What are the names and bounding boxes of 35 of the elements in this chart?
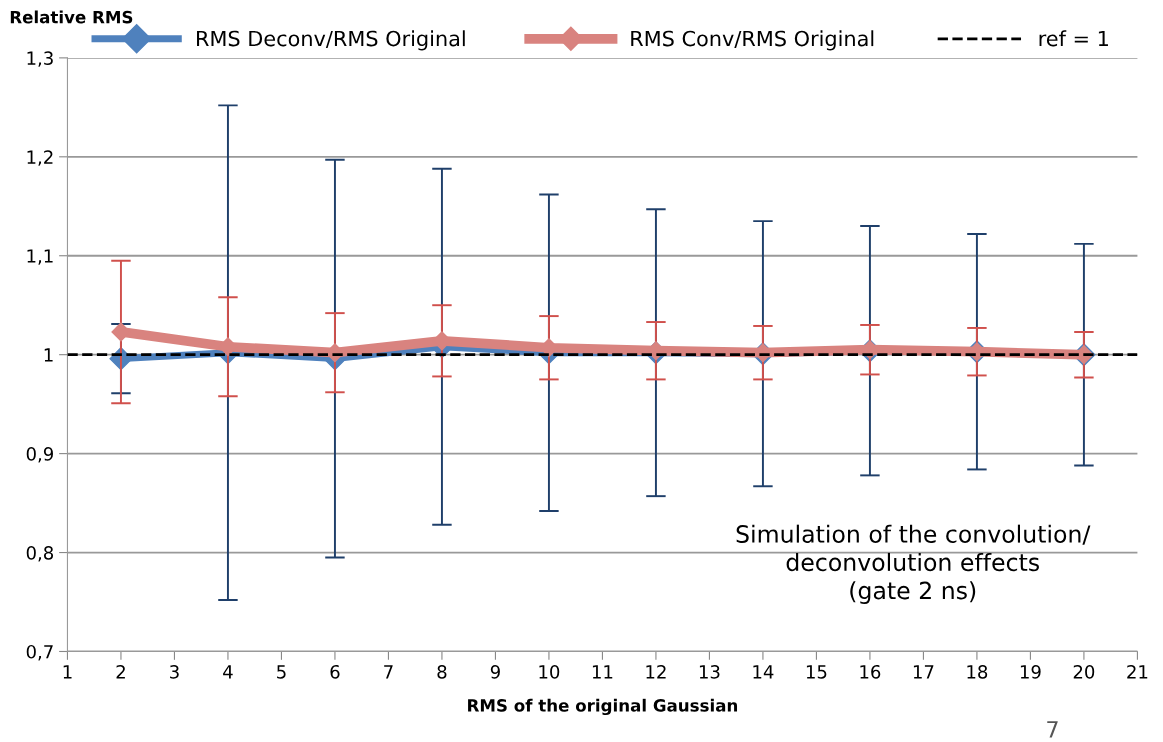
x-tick-label: 16 (860, 664, 881, 679)
x-tick-label: 2 (116, 664, 125, 679)
x-tick-label: 17 (913, 665, 934, 679)
x-tick-label: 21 (1127, 664, 1148, 679)
x-tick-label: 19 (1020, 664, 1041, 679)
x-tick-label: 6 (330, 664, 340, 679)
legend-label: ref = 1 (1039, 30, 1108, 47)
y-tick-label: 0,9 (26, 447, 53, 463)
legend-label: RMS Deconv/RMS Original (197, 30, 465, 51)
x-tick-label: 15 (806, 665, 827, 679)
x-tick-label: 18 (967, 664, 988, 679)
x-tick-label: 4 (223, 665, 233, 679)
y-tick-label: 1,3 (27, 51, 53, 67)
y-tick-label: 1 (44, 348, 53, 362)
text: 7 (1047, 721, 1058, 738)
x-axis-title: RMS of the original Gaussian (468, 698, 738, 716)
x-tick-label: 7 (384, 665, 393, 679)
x-tick-label: 9 (490, 664, 500, 679)
x-tick-label: 13 (699, 664, 720, 679)
x-tick-label: 14 (753, 665, 774, 679)
y-tick-label: 1,1 (27, 249, 53, 265)
y-tick-label: 1,2 (27, 150, 53, 166)
y-axis-title: Relative RMS (10, 10, 133, 24)
x-tick-label: 1 (63, 665, 72, 679)
y-tick-label: 0,7 (26, 644, 53, 661)
y-tick-label: 0,8 (26, 546, 54, 562)
x-tick-label: 11 (592, 665, 613, 679)
x-tick-label: 20 (1073, 664, 1095, 679)
x-tick-label: 10 (539, 664, 560, 679)
x-tick-label: 3 (170, 664, 179, 679)
x-tick-label: 8 (437, 664, 447, 679)
annotation: Simulation of the convolution/ deconvolution effects (gate 2 ns) (736, 524, 1091, 604)
x-tick-label: 5 (277, 665, 286, 679)
x-tick-label: 12 (646, 664, 666, 679)
legend-label: RMS Conv/RMS Original (631, 30, 874, 51)
